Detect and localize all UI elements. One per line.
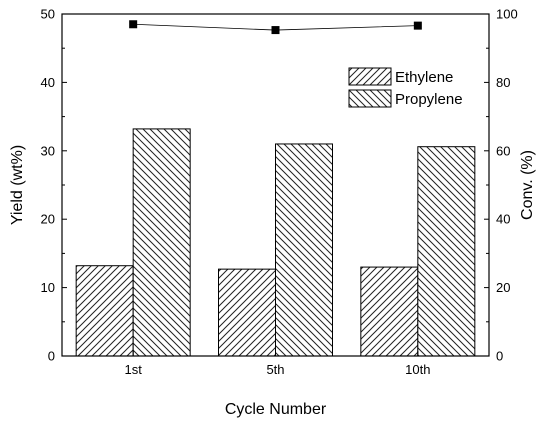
y-left-tick-label: 30 [41, 143, 55, 158]
conversion-point-5th [271, 26, 280, 35]
y-right-tick-label: 20 [496, 280, 510, 295]
y-axis-right-ticks: 0 20 40 60 80 100 [484, 7, 518, 364]
y-right-tick-label: 100 [496, 7, 518, 22]
y-left-tick-label: 0 [48, 349, 55, 364]
legend-label-propylene: Propylene [395, 91, 463, 108]
bar-propylene-5th [275, 143, 333, 357]
y-right-tick-label: 0 [496, 349, 503, 364]
legend-label-ethylene: Ethylene [395, 69, 453, 86]
y-left-tick-label: 20 [41, 212, 55, 227]
x-axis-title: Cycle Number [225, 401, 327, 418]
bar-ethylene-10th [360, 266, 419, 357]
y-axis-left-title: Yield (wt%) [9, 145, 26, 225]
bars-layer [75, 128, 476, 357]
y-left-tick-label: 10 [41, 280, 55, 295]
conversion-point-10th [413, 21, 422, 30]
bar-ethylene-5th [218, 268, 276, 357]
y-axis-left-ticks: 0 10 20 30 40 50 [41, 7, 67, 364]
x-axis-ticks: 1st 5th 10th [124, 351, 430, 377]
x-tick-label-10th: 10th [405, 362, 430, 377]
y-axis-right-title: Conv. (%) [519, 150, 536, 220]
y-right-tick-label: 60 [496, 143, 510, 158]
legend-swatch-ethylene [348, 67, 392, 86]
x-tick-label-5th: 5th [266, 362, 284, 377]
bar-ethylene-1st [75, 265, 134, 357]
y-left-tick-label: 50 [41, 7, 55, 22]
y-right-tick-label: 40 [496, 212, 510, 227]
conversion-point-1st [129, 20, 138, 29]
y-right-tick-label: 80 [496, 75, 510, 90]
conversion-line-layer [129, 20, 422, 35]
bar-propylene-1st [132, 128, 191, 357]
y-left-tick-label: 40 [41, 75, 55, 90]
x-tick-label-1st: 1st [124, 362, 142, 377]
bar-propylene-10th [417, 146, 476, 357]
legend: Ethylene Propylene [348, 67, 463, 108]
legend-swatch-propylene [348, 89, 392, 108]
